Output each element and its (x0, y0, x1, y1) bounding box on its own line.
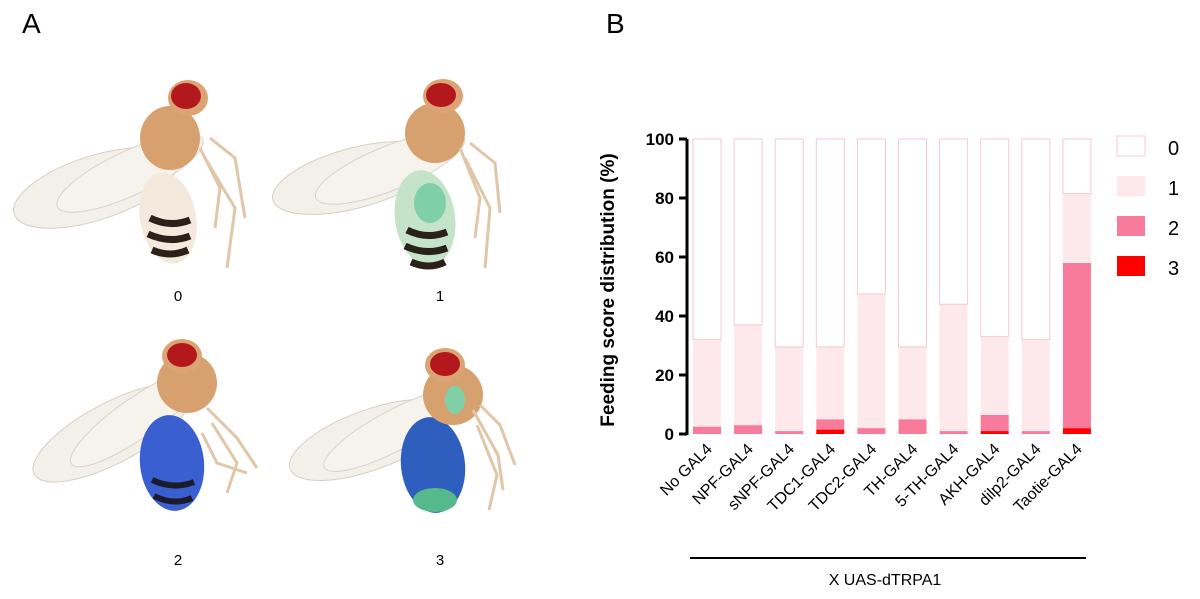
fly-image-score-3 (288, 348, 517, 513)
fly-score-label-3: 3 (435, 552, 445, 569)
bar-th-gal4-score-2 (898, 419, 927, 434)
bar-no-gal4-score-2 (693, 426, 721, 434)
fly-image-score-0 (13, 80, 247, 269)
bar-tdc1-gal4-score-2 (816, 419, 845, 430)
fly-score-label-0: 0 (173, 288, 183, 305)
bar-5-th-gal4-score-0 (939, 138, 969, 305)
bar-no-gal4-score-1 (693, 339, 721, 427)
bar-tdc1-gal4-score-3 (816, 429, 845, 434)
legend-label-1: 1 (1168, 178, 1179, 200)
legend-label-0: 0 (1168, 138, 1179, 160)
bar-dilp2-gal4-score-0 (1021, 138, 1051, 341)
y-tick-label-20: 20 (655, 366, 674, 385)
bar-snpf-gal4-score-0 (774, 138, 804, 348)
bar-taotie-gal4-score-2 (1062, 262, 1091, 429)
fly-score-label-2: 2 (173, 552, 183, 569)
y-tick-label-100: 100 (646, 130, 674, 149)
legend-swatch-0 (1116, 135, 1146, 157)
bar-dilp2-gal4-score-1 (1021, 339, 1050, 432)
fly-score-label-1: 1 (435, 288, 445, 305)
legend-label-3: 3 (1168, 258, 1179, 280)
bar-npf-gal4-score-0 (733, 138, 763, 326)
bar-taotie-gal4-score-1 (1062, 193, 1091, 263)
y-tick-label-60: 60 (655, 248, 674, 267)
bar-taotie-gal4-score-3 (1062, 428, 1091, 434)
bar-dilp2-gal4-score-2 (1021, 431, 1050, 434)
legend-swatch-2 (1117, 216, 1145, 236)
bar-snpf-gal4-score-1 (775, 346, 804, 432)
y-tick-label-0: 0 (665, 425, 674, 444)
bar-tdc2-gal4-score-1 (857, 293, 886, 429)
bar-tdc1-gal4-score-0 (815, 138, 845, 348)
bar-npf-gal4-score-1 (734, 324, 763, 426)
bar-akh-gal4-score-2 (980, 414, 1009, 432)
legend-swatch-1 (1117, 176, 1145, 196)
bar-npf-gal4-score-2 (734, 425, 763, 434)
bar-5-th-gal4-score-1 (939, 304, 968, 432)
bar-no-gal4-score-0 (692, 138, 722, 341)
legend-swatch-3 (1117, 256, 1145, 276)
bar-taotie-gal4-score-0 (1062, 138, 1092, 195)
y-axis-label: Feeding score distribution (%) (598, 153, 619, 426)
bar-tdc2-gal4-score-0 (856, 138, 886, 295)
bar-akh-gal4-score-0 (980, 138, 1010, 338)
panel-b-label: B (606, 8, 625, 39)
bar-snpf-gal4-score-2 (775, 431, 804, 434)
fly-image-score-2 (32, 339, 259, 511)
y-tick-label-80: 80 (655, 189, 674, 208)
y-tick-label-40: 40 (655, 307, 674, 326)
panel-a-label: A (22, 8, 41, 39)
bar-tdc1-gal4-score-1 (816, 346, 845, 420)
bar-akh-gal4-score-1 (980, 336, 1009, 415)
fly-image-score-1 (272, 79, 502, 270)
bar-5-th-gal4-score-2 (939, 431, 968, 434)
x-axis-group-label: X UAS-dTRPA1 (829, 572, 942, 589)
bar-th-gal4-score-1 (898, 346, 927, 420)
bar-th-gal4-score-0 (898, 138, 927, 348)
legend-label-2: 2 (1168, 218, 1179, 240)
bar-tdc2-gal4-score-2 (857, 428, 886, 434)
bar-akh-gal4-score-3 (980, 431, 1009, 434)
